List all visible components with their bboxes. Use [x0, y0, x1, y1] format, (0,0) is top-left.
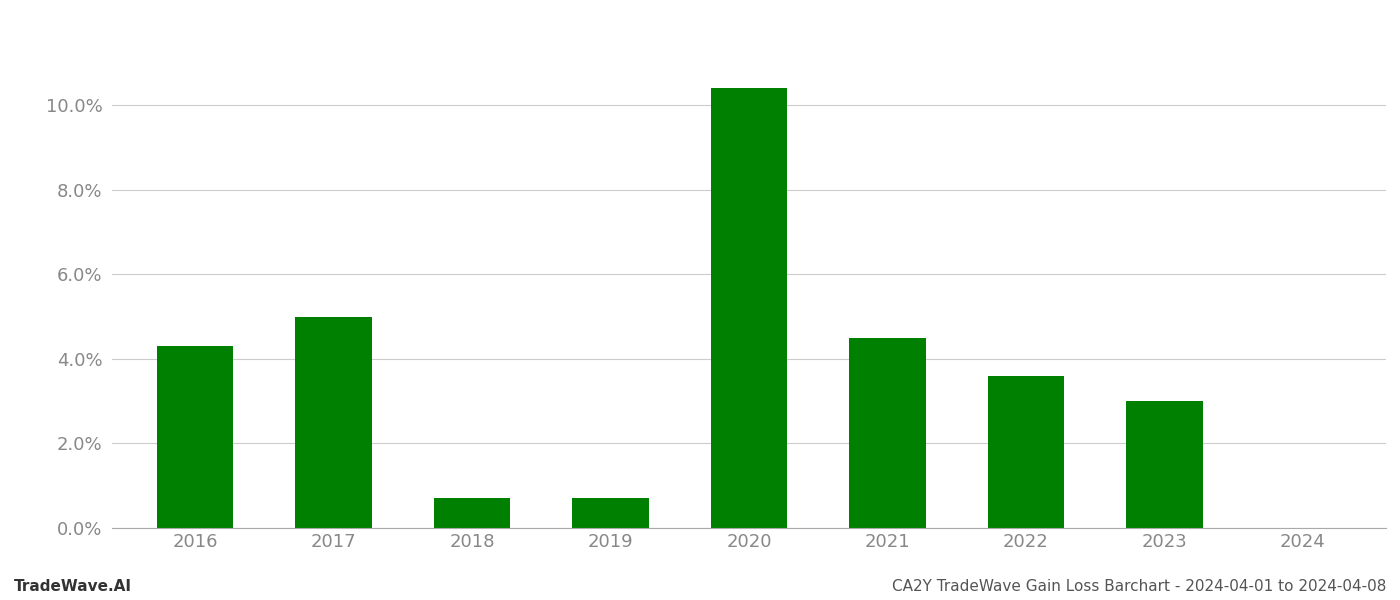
- Bar: [434, 499, 510, 528]
- Bar: [157, 346, 234, 528]
- Bar: [850, 338, 925, 528]
- Bar: [573, 499, 648, 528]
- Bar: [711, 88, 787, 528]
- Text: TradeWave.AI: TradeWave.AI: [14, 579, 132, 594]
- Bar: [988, 376, 1064, 528]
- Bar: [1127, 401, 1203, 528]
- Text: CA2Y TradeWave Gain Loss Barchart - 2024-04-01 to 2024-04-08: CA2Y TradeWave Gain Loss Barchart - 2024…: [892, 579, 1386, 594]
- Bar: [295, 317, 371, 528]
